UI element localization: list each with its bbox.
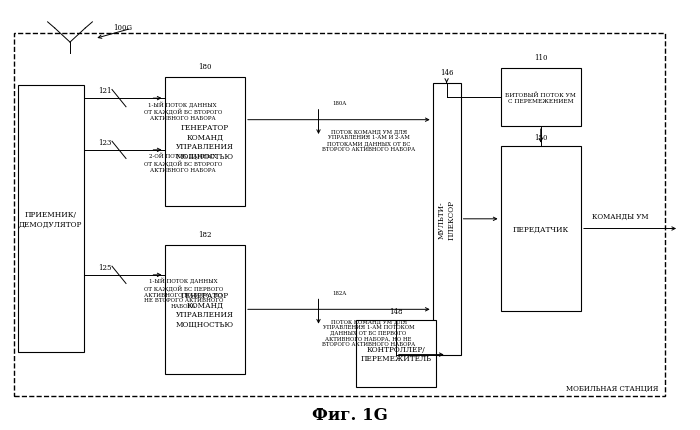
Bar bbox=[14, 34, 665, 396]
Text: 146: 146 bbox=[440, 69, 454, 77]
Text: 125: 125 bbox=[98, 264, 112, 271]
Text: МУЛЬТИ-
ПЛЕКСОР: МУЛЬТИ- ПЛЕКСОР bbox=[438, 200, 456, 239]
Text: Фиг. 1G: Фиг. 1G bbox=[312, 406, 388, 424]
Text: ПЕРЕДАТЧИК: ПЕРЕДАТЧИК bbox=[512, 225, 569, 233]
Text: 2-ОЙ ПОТОК ДАННЫХ
ОТ КАЖДОЙ БС ВТОРОГО
АКТИВНОГО НАБОРА: 2-ОЙ ПОТОК ДАННЫХ ОТ КАЖДОЙ БС ВТОРОГО А… bbox=[144, 153, 222, 172]
Text: 148: 148 bbox=[389, 307, 402, 315]
Bar bbox=[164, 77, 245, 206]
Text: КОНТРОЛЛЕР/
ПЕРЕМЕЖИТЕЛЬ: КОНТРОЛЛЕР/ ПЕРЕМЕЖИТЕЛЬ bbox=[360, 345, 431, 362]
Bar bbox=[18, 86, 84, 353]
Text: 123: 123 bbox=[98, 139, 112, 147]
Text: КОМАНДЫ УМ: КОМАНДЫ УМ bbox=[592, 212, 648, 220]
Bar bbox=[164, 245, 245, 374]
Text: 121: 121 bbox=[98, 87, 112, 95]
Text: ПОТОК КОМАНД УМ ДЛЯ
УПРАВЛЕНИЯ 1-АМ ПОТОКОМ
ДАННЫХ ОТ БС ПЕРВОГО
АКТИВНОГО НАБОР: ПОТОК КОМАНД УМ ДЛЯ УПРАВЛЕНИЯ 1-АМ ПОТО… bbox=[322, 318, 415, 346]
Text: 110: 110 bbox=[534, 54, 547, 62]
Text: ГЕНЕРАТОР
КОМАНД
УПРАВЛЕНИЯ
МОЩНОСТЬЮ: ГЕНЕРАТОР КОМАНД УПРАВЛЕНИЯ МОЩНОСТЬЮ bbox=[176, 123, 234, 160]
Text: 1-ЫЙ ПОТОК ДАННЫХ
ОТ КАЖДОЙ БС ПЕРВОГО
АКТИВНОГО НАБОРА, НО
НЕ ВТОРОГО АКТИВНОГО: 1-ЫЙ ПОТОК ДАННЫХ ОТ КАЖДОЙ БС ПЕРВОГО А… bbox=[144, 277, 223, 308]
Text: 182А: 182А bbox=[332, 290, 347, 295]
Text: 100G: 100G bbox=[113, 24, 132, 32]
Text: ПОТОК КОМАНД УМ ДЛЯ
УПРАВЛЕНИЯ 1-АМ И 2-АМ
ПОТОКАМИ ДАННЫХ ОТ БС
ВТОРОГО АКТИВНО: ПОТОК КОМАНД УМ ДЛЯ УПРАВЛЕНИЯ 1-АМ И 2-… bbox=[322, 129, 415, 151]
Text: МОБИЛЬНАЯ СТАНЦИЯ: МОБИЛЬНАЯ СТАНЦИЯ bbox=[566, 384, 658, 392]
Bar bbox=[500, 146, 581, 312]
Bar bbox=[356, 320, 436, 387]
Text: БИТОВЫЙ ПОТОК УМ
С ПЕРЕМЕЖЕНИЕМ: БИТОВЫЙ ПОТОК УМ С ПЕРЕМЕЖЕНИЕМ bbox=[505, 92, 576, 104]
Text: 180А: 180А bbox=[332, 101, 347, 106]
Text: ГЕНЕРАТОР
КОМАНД
УПРАВЛЕНИЯ
МОЩНОСТЬЮ: ГЕНЕРАТОР КОМАНД УПРАВЛЕНИЯ МОЩНОСТЬЮ bbox=[176, 291, 234, 328]
Text: 180: 180 bbox=[198, 63, 211, 71]
Text: 150: 150 bbox=[534, 134, 547, 141]
Bar bbox=[500, 69, 581, 127]
Text: 1-ЫЙ ПОТОК ДАННЫХ
ОТ КАЖДОЙ БС ВТОРОГО
АКТИВНОГО НАБОРА: 1-ЫЙ ПОТОК ДАННЫХ ОТ КАЖДОЙ БС ВТОРОГО А… bbox=[144, 101, 222, 121]
Bar bbox=[433, 84, 461, 355]
Text: ПРИЕМНИК/
ДЕМОДУЛЯТОР: ПРИЕМНИК/ ДЕМОДУЛЯТОР bbox=[19, 210, 83, 228]
Text: 182: 182 bbox=[198, 230, 211, 238]
